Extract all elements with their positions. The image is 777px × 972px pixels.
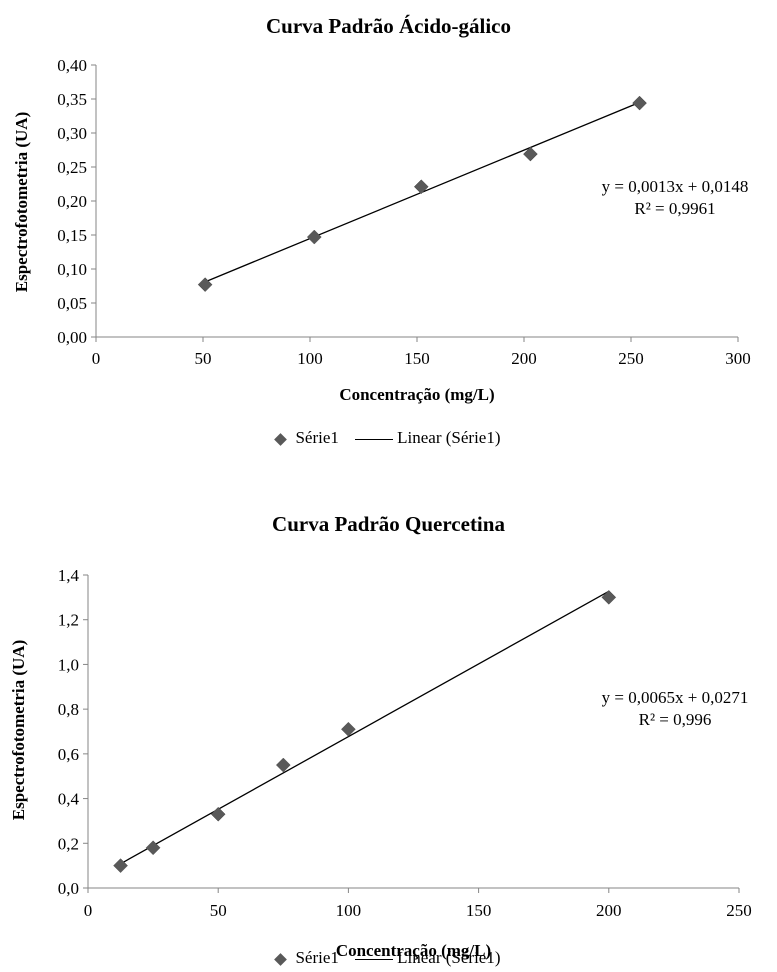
data-point bbox=[210, 806, 226, 822]
y-tick-label: 0,00 bbox=[57, 328, 87, 347]
x-tick-label: 50 bbox=[195, 349, 212, 368]
diamond-marker-icon bbox=[274, 432, 288, 446]
data-point bbox=[523, 146, 538, 162]
x-tick-label: 0 bbox=[92, 349, 101, 368]
y-tick-label: 0,05 bbox=[57, 294, 87, 313]
x-tick-label: 250 bbox=[726, 901, 752, 920]
line-icon bbox=[355, 958, 394, 960]
x-tick-label: 200 bbox=[511, 349, 537, 368]
y-tick-label: 0,30 bbox=[57, 124, 87, 143]
y-tick-label: 0,0 bbox=[58, 879, 79, 898]
y-tick-label: 0,35 bbox=[57, 90, 87, 109]
legend-item-series: Série1 bbox=[274, 948, 339, 968]
line-icon bbox=[355, 438, 394, 440]
data-point bbox=[113, 858, 128, 873]
trendline-equation-block: y = 0,0013x + 0,0148 R² = 0,9961 bbox=[575, 176, 775, 220]
legend-label-trendline: Linear (Série1) bbox=[397, 948, 501, 968]
y-axis-label: Espectrofotometria (UA) bbox=[9, 640, 28, 820]
y-tick-label: 1,4 bbox=[58, 566, 80, 585]
chart-legend: Série1 Linear (Série1) bbox=[0, 947, 777, 968]
y-tick-label: 0,6 bbox=[58, 745, 79, 764]
x-tick-label: 50 bbox=[210, 901, 227, 920]
x-tick-label: 150 bbox=[404, 349, 430, 368]
y-tick-label: 0,20 bbox=[57, 192, 87, 211]
y-tick-label: 0,4 bbox=[58, 790, 80, 809]
x-tick-label: 150 bbox=[466, 901, 492, 920]
x-axis-label: Concentração (mg/L) bbox=[336, 941, 491, 960]
chart-legend: Série1 Linear (Série1) bbox=[0, 427, 777, 448]
legend-label-series: Série1 bbox=[295, 948, 339, 968]
x-tick-label: 200 bbox=[596, 901, 622, 920]
chart-title: Curva Padrão Quercetina bbox=[272, 512, 505, 536]
diamond-marker-icon bbox=[274, 952, 288, 966]
y-tick-label: 1,2 bbox=[58, 611, 79, 630]
y-tick-label: 0,10 bbox=[57, 260, 87, 279]
x-tick-label: 0 bbox=[84, 901, 93, 920]
data-point bbox=[601, 590, 617, 605]
trendline-r2: R² = 0,9961 bbox=[634, 199, 716, 218]
data-point bbox=[306, 229, 322, 245]
chart-plot-area: 0,00 0,05 0,10 0,15 0,20 0,25 0,30 0,35 0,40 0 50 1… bbox=[12, 56, 751, 404]
chart-title: Curva Padrão Ácido-gálico bbox=[266, 14, 511, 38]
trendline-equation: y = 0,0013x + 0,0148 bbox=[601, 177, 749, 196]
x-tick-label: 300 bbox=[725, 349, 751, 368]
data-point bbox=[341, 721, 356, 737]
legend-item-series: Série1 bbox=[274, 428, 339, 448]
data-point bbox=[197, 277, 213, 292]
legend-label-trendline: Linear (Série1) bbox=[397, 428, 501, 448]
y-tick-label: 0,2 bbox=[58, 834, 79, 853]
x-tick-label: 100 bbox=[297, 349, 323, 368]
chart-gallic-acid: Curva Padrão Ácido-gálico 0,00 0,05 0,10 0,… bbox=[0, 0, 777, 480]
y-tick-label: 0,25 bbox=[57, 158, 87, 177]
y-tick-label: 1,0 bbox=[58, 655, 79, 674]
data-point bbox=[275, 757, 291, 773]
y-tick-label: 0,40 bbox=[57, 56, 87, 75]
trendline bbox=[120, 590, 610, 865]
legend-item-trendline: Linear (Série1) bbox=[355, 428, 501, 448]
legend-item-trendline: Linear (Série1) bbox=[355, 948, 501, 968]
x-tick-label: 100 bbox=[336, 901, 362, 920]
chart-plot-area: 0,0 0,2 0,4 0,6 0,8 1,0 1,2 1,4 0 50 100 150 200 250 C… bbox=[9, 566, 752, 960]
x-axis-label: Concentração (mg/L) bbox=[339, 385, 494, 404]
trendline-r2: R² = 0,996 bbox=[638, 710, 712, 729]
y-tick-label: 0,8 bbox=[58, 700, 79, 719]
trendline-equation: y = 0,0065x + 0,0271 bbox=[601, 688, 749, 707]
legend-label-series: Série1 bbox=[295, 428, 339, 448]
y-axis-label: Espectrofotometria (UA) bbox=[12, 112, 31, 292]
x-tick-label: 250 bbox=[618, 349, 644, 368]
chart-quercetin: Curva Padrão Quercetina 0,0 0,2 0,4 0,6 0,8 1… bbox=[0, 500, 777, 972]
data-point bbox=[632, 95, 647, 111]
trendline-equation-block: y = 0,0065x + 0,0271 R² = 0,996 bbox=[575, 687, 775, 731]
data-point bbox=[413, 179, 429, 195]
y-tick-label: 0,15 bbox=[57, 226, 87, 245]
data-point bbox=[145, 840, 161, 856]
